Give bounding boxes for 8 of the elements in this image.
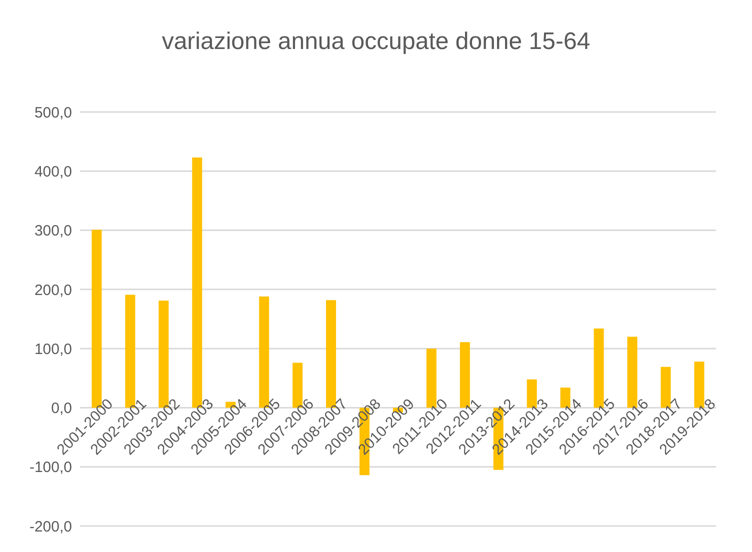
- y-tick-label: 500,0: [34, 104, 72, 122]
- y-tick-label: 100,0: [34, 340, 72, 358]
- y-tick-label: 400,0: [34, 163, 72, 180]
- y-tick-label: -100,0: [29, 459, 72, 476]
- y-tick-label: -200,0: [29, 518, 72, 536]
- chart-title: variazione annua occupate donne 15-64: [160, 28, 592, 56]
- y-tick-label: 200,0: [34, 282, 72, 299]
- y-tick-label: 300,0: [34, 222, 72, 240]
